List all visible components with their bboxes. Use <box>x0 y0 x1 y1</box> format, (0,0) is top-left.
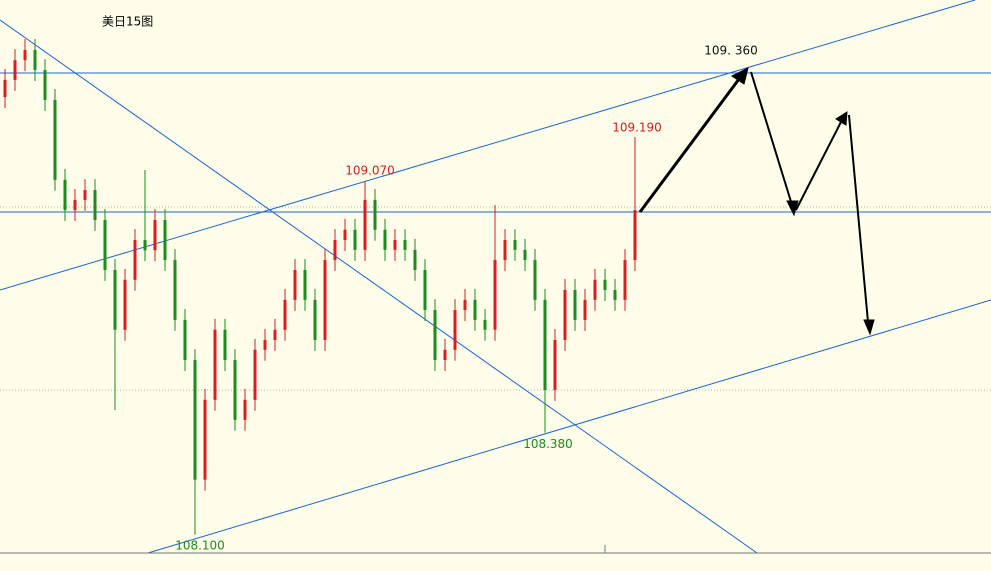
candle-body <box>113 269 117 330</box>
candle-body <box>23 49 27 61</box>
candle-body <box>383 229 387 250</box>
candle-body <box>523 249 527 261</box>
candle-body <box>543 299 547 390</box>
candle-body <box>603 279 607 290</box>
candle-body <box>53 99 57 180</box>
candle-body <box>343 229 347 241</box>
arrow <box>795 119 843 211</box>
price-annotation: 108.100 <box>175 538 225 552</box>
forecast-arrows <box>638 67 875 336</box>
candle-body <box>73 199 77 211</box>
candle-body <box>123 279 127 330</box>
trend-line <box>0 19 758 554</box>
candle-body <box>493 260 497 330</box>
candle-body <box>203 399 207 480</box>
candle-body <box>303 269 307 300</box>
candle-body <box>193 360 197 480</box>
candle-body <box>93 190 97 220</box>
candle-body <box>133 240 137 280</box>
candle-body <box>163 219 167 261</box>
candle-body <box>443 349 447 361</box>
candle-body <box>633 210 637 261</box>
candle-body <box>13 60 17 80</box>
candle-body <box>583 299 587 320</box>
arrow <box>638 74 744 213</box>
candle-body <box>393 240 397 250</box>
candle-body <box>143 240 147 251</box>
candle-body <box>533 260 537 300</box>
candle-body <box>463 299 467 311</box>
candle-body <box>593 279 597 300</box>
channel-upper <box>0 0 976 291</box>
price-annotation: 109.190 <box>612 121 662 135</box>
candle-body <box>183 319 187 361</box>
candle-body <box>563 289 567 340</box>
candle-body <box>333 240 337 261</box>
price-annotation: 109.070 <box>345 163 395 177</box>
candle-body <box>33 49 37 71</box>
candle-body <box>43 70 47 100</box>
channel-lower <box>147 299 991 554</box>
arrow <box>848 114 869 323</box>
candle-body <box>243 399 247 420</box>
candle-body <box>473 299 477 320</box>
candle-body <box>283 299 287 330</box>
chart-title: 美日15图 <box>102 15 153 29</box>
candle-body <box>413 249 417 270</box>
candle-body <box>253 349 257 400</box>
candle-body <box>223 329 227 361</box>
candle-body <box>373 199 377 230</box>
candle-body <box>363 199 367 250</box>
candle-body <box>403 240 407 250</box>
candle-body <box>173 260 177 320</box>
candle-body <box>233 360 237 420</box>
price-annotation: 108.380 <box>523 437 573 451</box>
candle-body <box>503 240 507 261</box>
candle-body <box>153 219 157 251</box>
arrow <box>750 71 793 206</box>
candle-body <box>433 310 437 361</box>
candle-body <box>623 260 627 300</box>
candle-body <box>63 179 67 211</box>
candle-body <box>483 319 487 330</box>
candle-body <box>353 229 357 250</box>
candle-body <box>313 299 317 340</box>
arrow-head <box>863 319 875 336</box>
candle-body <box>273 329 277 340</box>
candle-body <box>553 339 557 390</box>
candle-body <box>513 240 517 250</box>
candle-body <box>83 190 87 200</box>
price-annotation: 109. 360 <box>704 44 757 58</box>
candle-body <box>323 260 327 340</box>
arrow-head <box>731 67 749 85</box>
arrow-head <box>835 111 848 126</box>
candle-body <box>103 219 107 270</box>
candle-body <box>293 269 297 300</box>
candle-body <box>573 289 577 320</box>
candle-body <box>423 269 427 311</box>
candle-body <box>613 289 617 300</box>
candles <box>3 39 637 535</box>
candle-body <box>453 310 457 350</box>
candle-body <box>213 329 217 400</box>
candle-body <box>263 339 267 350</box>
candle-body <box>3 79 7 98</box>
